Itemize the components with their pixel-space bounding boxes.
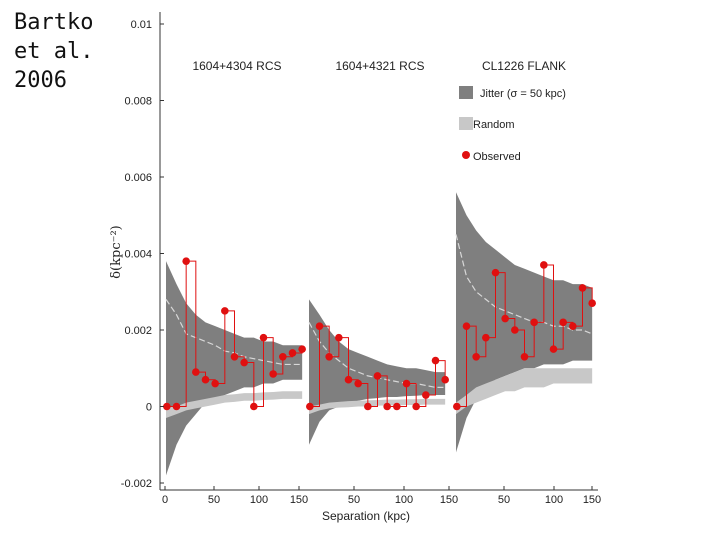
x-tick-label: 0: [162, 494, 168, 506]
observed-step-line: [166, 260, 303, 407]
legend-marker-observed: [462, 151, 470, 159]
panel-3: [453, 192, 596, 453]
x-ticks: 0 50 100 150 50 100 150 50 100 150: [162, 486, 601, 506]
observed-point: [402, 379, 411, 388]
observed-point: [240, 358, 248, 367]
x-tick-label: 50: [348, 494, 360, 506]
legend-label-random: Random: [473, 119, 515, 131]
observed-point: [279, 352, 287, 361]
y-ticks: -0.002 0 0.002 0.004 0.006 0.008 0.01: [121, 19, 164, 490]
observed-point: [431, 356, 440, 365]
observed-point: [269, 370, 277, 378]
x-tick-label: 150: [583, 494, 601, 506]
y-tick-label: -0.002: [121, 478, 152, 490]
x-tick-label: 100: [250, 494, 268, 506]
observed-point: [230, 352, 239, 361]
x-tick-label: 100: [395, 494, 413, 506]
x-tick-label: 100: [545, 494, 563, 506]
random-band: [166, 391, 303, 418]
observed-point: [354, 379, 362, 388]
observed-point: [578, 284, 587, 292]
observed-point: [549, 345, 558, 353]
panel-title-2: 1604+4321 RCS: [335, 59, 424, 73]
panel-2: [306, 299, 449, 445]
jitter-mean-line: [455, 234, 593, 335]
y-tick-label: 0.004: [124, 249, 152, 261]
random-band: [456, 368, 593, 415]
panel-title-3: CL1226 FLANK: [482, 59, 566, 73]
observed-point: [325, 352, 333, 361]
legend-swatch-random: [459, 117, 473, 130]
observed-point: [298, 345, 306, 353]
jitter-band: [456, 192, 593, 453]
observed-point: [472, 352, 480, 361]
observed-point: [192, 368, 200, 376]
observed-point: [540, 261, 548, 269]
observed-point: [201, 375, 210, 384]
random-band: [309, 398, 446, 415]
observed-step-line: [309, 325, 446, 407]
observed-point: [441, 375, 449, 384]
legend-label-jitter: Jitter (σ = 50 kpc): [480, 88, 566, 100]
x-tick-label: 50: [208, 494, 220, 506]
y-tick-label: 0.006: [124, 172, 152, 184]
observed-point: [491, 268, 500, 277]
y-tick-label: 0.002: [124, 325, 152, 337]
panel-1: [163, 257, 306, 476]
observed-point: [182, 257, 190, 265]
observed-point: [306, 402, 314, 411]
observed-point: [373, 372, 382, 380]
observed-point: [511, 326, 519, 334]
observed-point: [462, 322, 471, 330]
observed-point: [344, 375, 353, 384]
observed-point: [163, 402, 171, 411]
legend-swatch-jitter: [459, 86, 473, 99]
observed-point: [501, 314, 509, 323]
observed-point: [172, 402, 181, 411]
jitter-band: [309, 299, 446, 445]
x-axis-title: Separation (kpc): [322, 509, 410, 523]
chart-axes: -0.002 0 0.002 0.004 0.006 0.008 0.01 0 50 100 15…: [109, 12, 601, 523]
author-credit: Bartko et al. 2006: [14, 10, 94, 93]
observed-point: [383, 402, 391, 411]
y-tick-label: 0: [146, 402, 152, 414]
y-tick-label: 0.01: [131, 19, 152, 31]
y-tick-label: 0.008: [124, 96, 152, 108]
observed-point: [211, 379, 219, 388]
jitter-band: [166, 261, 303, 476]
observed-point: [422, 391, 430, 399]
legend-label-observed: Observed: [473, 151, 521, 163]
observed-point: [453, 402, 461, 411]
observed-point: [315, 322, 324, 330]
observed-point: [288, 349, 297, 357]
observed-point: [559, 318, 567, 327]
x-tick-label: 50: [498, 494, 510, 506]
observed-point: [259, 333, 268, 342]
chart-panels: [163, 192, 596, 476]
observed-point: [335, 333, 343, 342]
panel-title-1: 1604+4304 RCS: [192, 59, 281, 73]
observed-point: [412, 402, 420, 411]
observed-point: [221, 307, 229, 315]
observed-point: [520, 352, 529, 361]
panel-titles: 1604+4304 RCS 1604+4321 RCS CL1226 FLANK: [192, 59, 566, 73]
observed-point: [250, 402, 258, 411]
observed-point: [569, 322, 577, 330]
x-tick-label: 150: [290, 494, 308, 506]
y-axis-title: δ(kpc⁻²): [109, 225, 124, 279]
x-tick-label: 150: [440, 494, 458, 506]
observed-point: [482, 333, 490, 342]
observed-point: [530, 318, 538, 327]
observed-point: [393, 402, 401, 411]
observed-point: [364, 402, 372, 411]
observed-point: [588, 299, 596, 308]
legend: Jitter (σ = 50 kpc) Random Observed: [459, 86, 566, 163]
